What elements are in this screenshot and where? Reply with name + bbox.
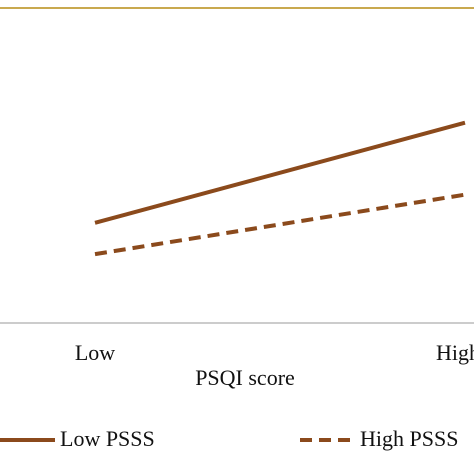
series-line <box>94 192 466 257</box>
series-line <box>94 120 466 225</box>
x-tick-label: Low <box>75 340 115 365</box>
legend-label: Low PSSS <box>60 426 155 451</box>
legend-label: High PSSS <box>360 426 458 451</box>
x-tick-label: High <box>436 340 474 365</box>
x-axis-label: PSQI score <box>195 365 295 390</box>
